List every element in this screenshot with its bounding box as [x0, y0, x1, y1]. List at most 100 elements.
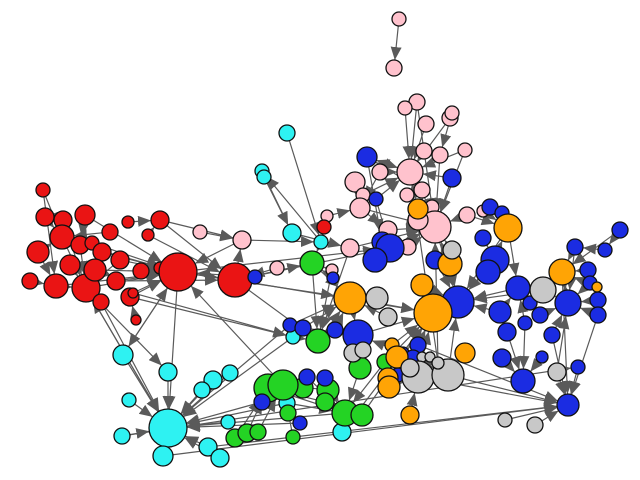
graph-node[interactable] [413, 293, 453, 333]
graph-node[interactable] [344, 171, 366, 193]
graph-node[interactable] [210, 448, 230, 468]
graph-node[interactable] [92, 242, 112, 262]
graph-node[interactable] [121, 392, 137, 408]
graph-node[interactable] [127, 287, 139, 299]
graph-node[interactable] [316, 369, 334, 387]
graph-node[interactable] [132, 262, 150, 280]
graph-node[interactable] [316, 219, 332, 235]
graph-node[interactable] [531, 306, 549, 324]
graph-node[interactable] [548, 258, 576, 286]
graph-node[interactable] [457, 142, 473, 158]
graph-node[interactable] [444, 105, 460, 121]
graph-node[interactable] [497, 322, 517, 342]
graph-node[interactable] [417, 115, 435, 133]
graph-node[interactable] [354, 341, 372, 359]
graph-node[interactable] [326, 271, 340, 285]
graph-node[interactable] [92, 293, 110, 311]
graph-node[interactable] [110, 250, 130, 270]
graph-node[interactable] [547, 362, 567, 382]
graph-node[interactable] [431, 146, 449, 164]
graph-node[interactable] [285, 429, 301, 445]
graph-node[interactable] [256, 169, 272, 185]
graph-node[interactable] [431, 356, 445, 370]
graph-node[interactable] [407, 198, 429, 220]
graph-node[interactable] [141, 228, 155, 242]
graph-node[interactable] [570, 359, 586, 375]
graph-node[interactable] [158, 362, 178, 382]
graph-node[interactable] [526, 416, 544, 434]
graph-node[interactable] [400, 405, 420, 425]
graph-node[interactable] [442, 240, 462, 260]
graph-node[interactable] [556, 393, 580, 417]
graph-node[interactable] [597, 242, 613, 258]
graph-node[interactable] [454, 342, 476, 364]
graph-node[interactable] [59, 254, 81, 276]
graph-node[interactable] [198, 437, 218, 457]
graph-node[interactable] [385, 59, 403, 77]
graph-node[interactable] [305, 328, 331, 354]
graph-node[interactable] [35, 207, 55, 227]
graph-node[interactable] [488, 300, 512, 324]
graph-node[interactable] [543, 326, 561, 344]
graph-node[interactable] [83, 258, 107, 282]
graph-node[interactable] [365, 286, 389, 310]
graph-node[interactable] [150, 210, 170, 230]
graph-node[interactable] [279, 404, 297, 422]
graph-node[interactable] [340, 238, 360, 258]
graph-node[interactable] [493, 213, 523, 243]
graph-node[interactable] [474, 229, 492, 247]
graph-node[interactable] [282, 223, 302, 243]
graph-node[interactable] [458, 206, 476, 224]
graph-node[interactable] [313, 234, 329, 250]
graph-node[interactable] [247, 269, 263, 285]
graph-node[interactable] [371, 163, 389, 181]
graph-node[interactable] [356, 146, 378, 168]
graph-node[interactable] [554, 289, 582, 317]
graph-node[interactable] [410, 273, 434, 297]
graph-node[interactable] [396, 158, 424, 186]
graph-node[interactable] [74, 204, 96, 226]
graph-node[interactable] [315, 392, 335, 412]
graph-node[interactable] [397, 100, 413, 116]
graph-node[interactable] [591, 281, 603, 293]
graph-node[interactable] [475, 259, 501, 285]
graph-node[interactable] [529, 276, 557, 304]
graph-node[interactable] [130, 314, 142, 326]
graph-node[interactable] [101, 223, 119, 241]
graph-node[interactable] [362, 247, 388, 273]
graph-node[interactable] [442, 168, 462, 188]
graph-node[interactable] [349, 197, 371, 219]
graph-node[interactable] [232, 230, 252, 250]
graph-node[interactable] [158, 252, 198, 292]
graph-node[interactable] [510, 368, 536, 394]
graph-node[interactable] [350, 403, 374, 427]
graph-node[interactable] [535, 350, 549, 364]
graph-node[interactable] [589, 306, 607, 324]
graph-node[interactable] [49, 224, 75, 250]
graph-node[interactable] [192, 224, 208, 240]
graph-node[interactable] [326, 321, 344, 339]
graph-node[interactable] [298, 368, 316, 386]
graph-node[interactable] [399, 187, 415, 203]
graph-node[interactable] [121, 215, 135, 229]
graph-node[interactable] [43, 273, 69, 299]
graph-node[interactable] [589, 291, 607, 309]
graph-node[interactable] [106, 271, 126, 291]
graph-node[interactable] [21, 272, 39, 290]
graph-node[interactable] [497, 412, 513, 428]
graph-node[interactable] [391, 11, 407, 27]
graph-node[interactable] [278, 124, 296, 142]
graph-node[interactable] [269, 260, 285, 276]
graph-node[interactable] [152, 445, 174, 467]
graph-node[interactable] [112, 344, 134, 366]
graph-node[interactable] [193, 381, 211, 399]
graph-node[interactable] [368, 191, 384, 207]
graph-node[interactable] [148, 408, 188, 448]
graph-node[interactable] [217, 262, 253, 298]
graph-node[interactable] [292, 415, 308, 431]
graph-node[interactable] [333, 281, 367, 315]
graph-node[interactable] [253, 393, 271, 411]
graph-node[interactable] [413, 181, 431, 199]
graph-node[interactable] [220, 414, 236, 430]
graph-node[interactable] [113, 427, 131, 445]
